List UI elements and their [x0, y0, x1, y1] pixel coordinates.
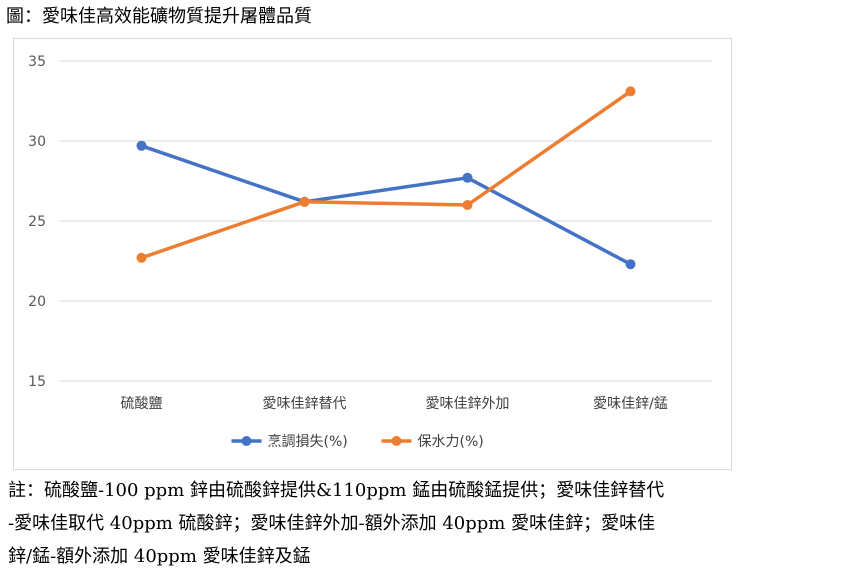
- y-tick-label: 15: [28, 374, 46, 390]
- x-tick-label: 愛味佳鋅/錳: [593, 396, 668, 412]
- x-axis-ticks: 硫酸鹽 愛味佳鋅替代 愛味佳鋅外加 愛味佳鋅/錳: [121, 396, 668, 412]
- legend-label: 烹調損失(%): [268, 433, 348, 450]
- line-chart: 15 20 25 30 35 硫酸鹽 愛味佳鋅替代 愛味佳鋅外加 愛味佳鋅/錳 烹調損失(%)…: [28, 54, 712, 450]
- footnote-line: 鋅/錳-額外添加 40ppm 愛味佳鋅及錳: [8, 546, 311, 567]
- series-line: [139, 144, 633, 266]
- y-axis-ticks: 15 20 25 30 35: [28, 54, 46, 390]
- footnote: 註：硫酸鹽-100 ppm 鋅由硫酸鋅提供&110ppm 錳由硫酸錳提供；愛味佳…: [8, 474, 838, 573]
- y-tick-label: 35: [28, 54, 46, 70]
- footnote-line: 註：硫酸鹽-100 ppm 鋅由硫酸鋅提供&110ppm 錳由硫酸錳提供；愛味佳…: [8, 480, 665, 501]
- legend: 烹調損失(%) 保水力(%): [231, 433, 484, 450]
- data-point: [625, 86, 636, 97]
- legend-marker: [241, 436, 252, 446]
- footnote-line: -愛味佳取代 40ppm 硫酸鋅；愛味佳鋅外加-額外添加 40ppm 愛味佳鋅；…: [8, 513, 656, 534]
- data-point: [299, 196, 310, 207]
- data-point: [136, 140, 147, 151]
- x-tick-label: 愛味佳鋅外加: [426, 396, 510, 412]
- legend-marker: [391, 436, 402, 446]
- series-line: [139, 89, 633, 260]
- x-tick-label: 硫酸鹽: [121, 396, 163, 412]
- legend-label: 保水力(%): [418, 434, 484, 450]
- gridlines: [60, 60, 712, 382]
- series-group: [136, 86, 636, 270]
- data-point: [625, 259, 636, 270]
- chart-area: 15 20 25 30 35 硫酸鹽 愛味佳鋅替代 愛味佳鋅外加 愛味佳鋅/錳 烹調損失(%)…: [13, 38, 732, 470]
- y-tick-label: 25: [28, 214, 46, 230]
- x-tick-label: 愛味佳鋅替代: [263, 396, 347, 412]
- data-point: [136, 252, 147, 263]
- y-tick-label: 30: [28, 134, 46, 150]
- y-tick-label: 20: [28, 294, 46, 310]
- figure-title: 圖：愛味佳高效能礦物質提升屠體品質: [6, 6, 312, 27]
- data-point: [462, 200, 473, 210]
- data-point: [462, 172, 473, 183]
